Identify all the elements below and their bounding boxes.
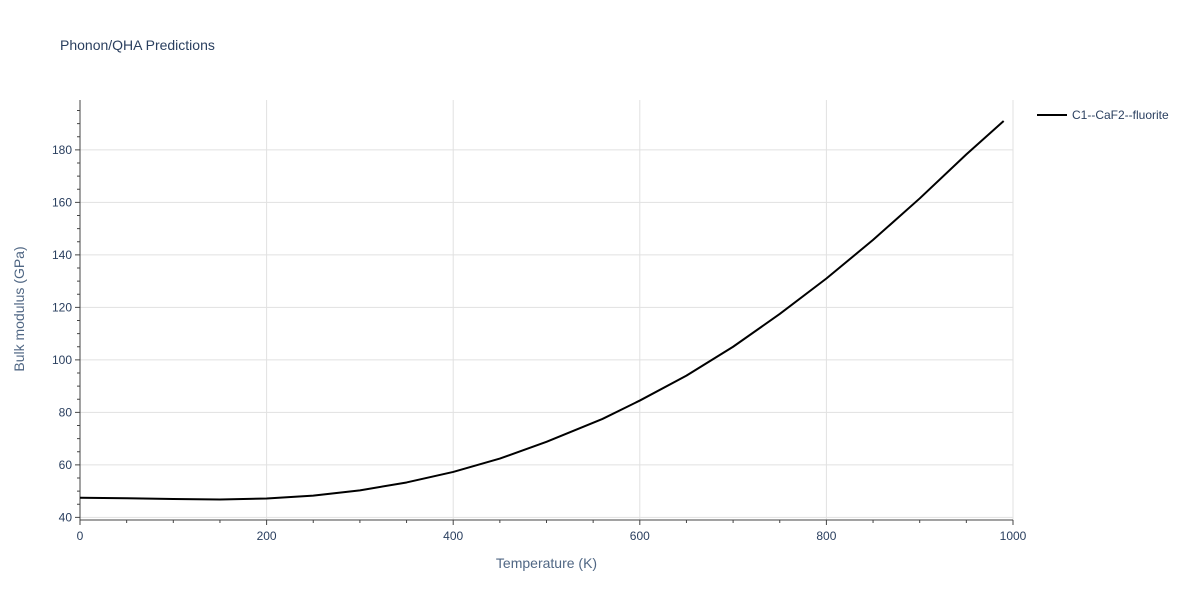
axes: [79, 100, 1013, 521]
y-tick-label: 120: [52, 300, 72, 314]
chart-title: Phonon/QHA Predictions: [60, 37, 215, 53]
y-axis-title: Bulk modulus (GPa): [11, 246, 27, 371]
y-tick-label: 80: [59, 405, 73, 419]
y-tick-label: 60: [59, 458, 73, 472]
x-axis-title: Temperature (K): [496, 555, 597, 571]
x-tick-label: 400: [443, 529, 463, 543]
grid: [80, 100, 1014, 520]
x-tick-label: 200: [257, 529, 277, 543]
series-layer: [79, 120, 1005, 501]
x-tick-label: 600: [630, 529, 650, 543]
legend-label: C1--CaF2--fluorite: [1072, 108, 1169, 122]
x-tick-label: 800: [816, 529, 836, 543]
y-tick-label: 160: [52, 195, 72, 209]
series-line: [79, 120, 1005, 501]
y-tick-label: 180: [52, 143, 72, 157]
legend-item[interactable]: C1--CaF2--fluorite: [1037, 108, 1169, 122]
y-tick-label: 140: [52, 248, 72, 262]
x-tick-label: 1000: [1000, 529, 1027, 543]
legend[interactable]: C1--CaF2--fluorite: [1037, 108, 1169, 122]
x-tick-label: 0: [77, 529, 84, 543]
x-axis-ticks: 0 200 400 600 800 1000: [77, 520, 1027, 543]
y-tick-label: 40: [59, 510, 73, 524]
y-axis-ticks: 40 60 80 100 120 140 160 180: [52, 110, 80, 524]
y-tick-label: 100: [52, 353, 72, 367]
